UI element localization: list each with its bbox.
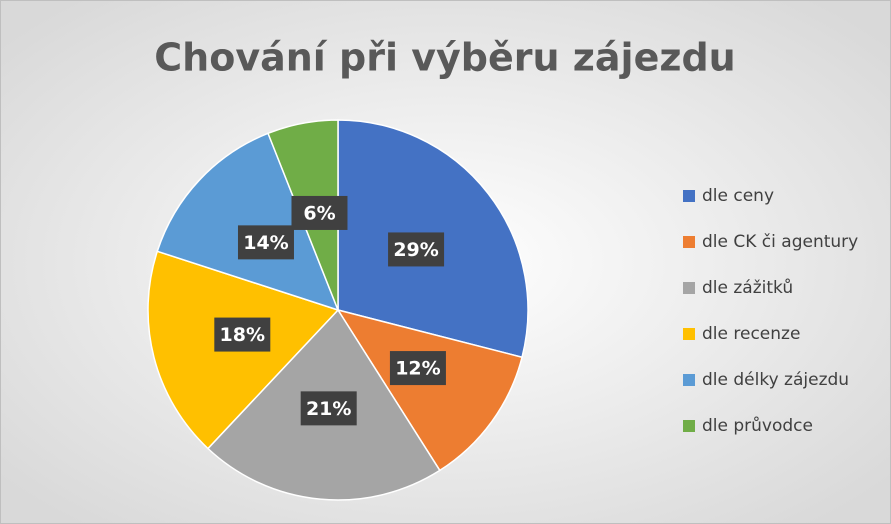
pie-slice [156, 132, 340, 312]
data-labels: 29% 12% 21% 18% 14% 6% [214, 195, 446, 426]
data-label-text: 6% [303, 202, 335, 224]
legend-label: dle recenze [702, 324, 800, 344]
legend-swatch [683, 328, 695, 340]
data-label: 6% [291, 195, 348, 230]
data-label-box [214, 317, 271, 352]
data-label-text: 12% [395, 358, 440, 380]
data-label: 29% [388, 232, 445, 267]
data-label-box [300, 391, 357, 426]
data-label: 21% [300, 391, 357, 426]
data-label-text: 14% [243, 232, 288, 254]
legend-swatch [683, 190, 695, 202]
data-label-box [389, 351, 446, 386]
pie-slice [336, 308, 523, 472]
data-label: 18% [214, 317, 271, 352]
data-label-box [291, 195, 348, 230]
data-label-text: 29% [393, 239, 438, 261]
data-label-text: 18% [220, 324, 265, 346]
data-label: 14% [237, 225, 294, 260]
legend-label: dle délky zájezdu [702, 370, 849, 390]
data-label-box [237, 225, 294, 260]
pie [147, 119, 529, 501]
legend-swatch [683, 374, 695, 386]
legend-swatch [683, 420, 695, 432]
legend-label: dle průvodce [702, 416, 813, 436]
legend-swatch [683, 282, 695, 294]
legend-swatch [683, 236, 695, 248]
data-label-text: 21% [306, 398, 351, 420]
legend-label: dle CK či agentury [702, 232, 858, 252]
data-label: 12% [389, 351, 446, 386]
legend: dle ceny dle CK či agentury dle zážitků dle… [683, 186, 858, 436]
data-label-box [388, 232, 445, 267]
legend-label: dle zážitků [702, 278, 793, 298]
chart-title: Chování při výběru zájezdu [154, 36, 735, 80]
legend-label: dle ceny [702, 186, 774, 206]
